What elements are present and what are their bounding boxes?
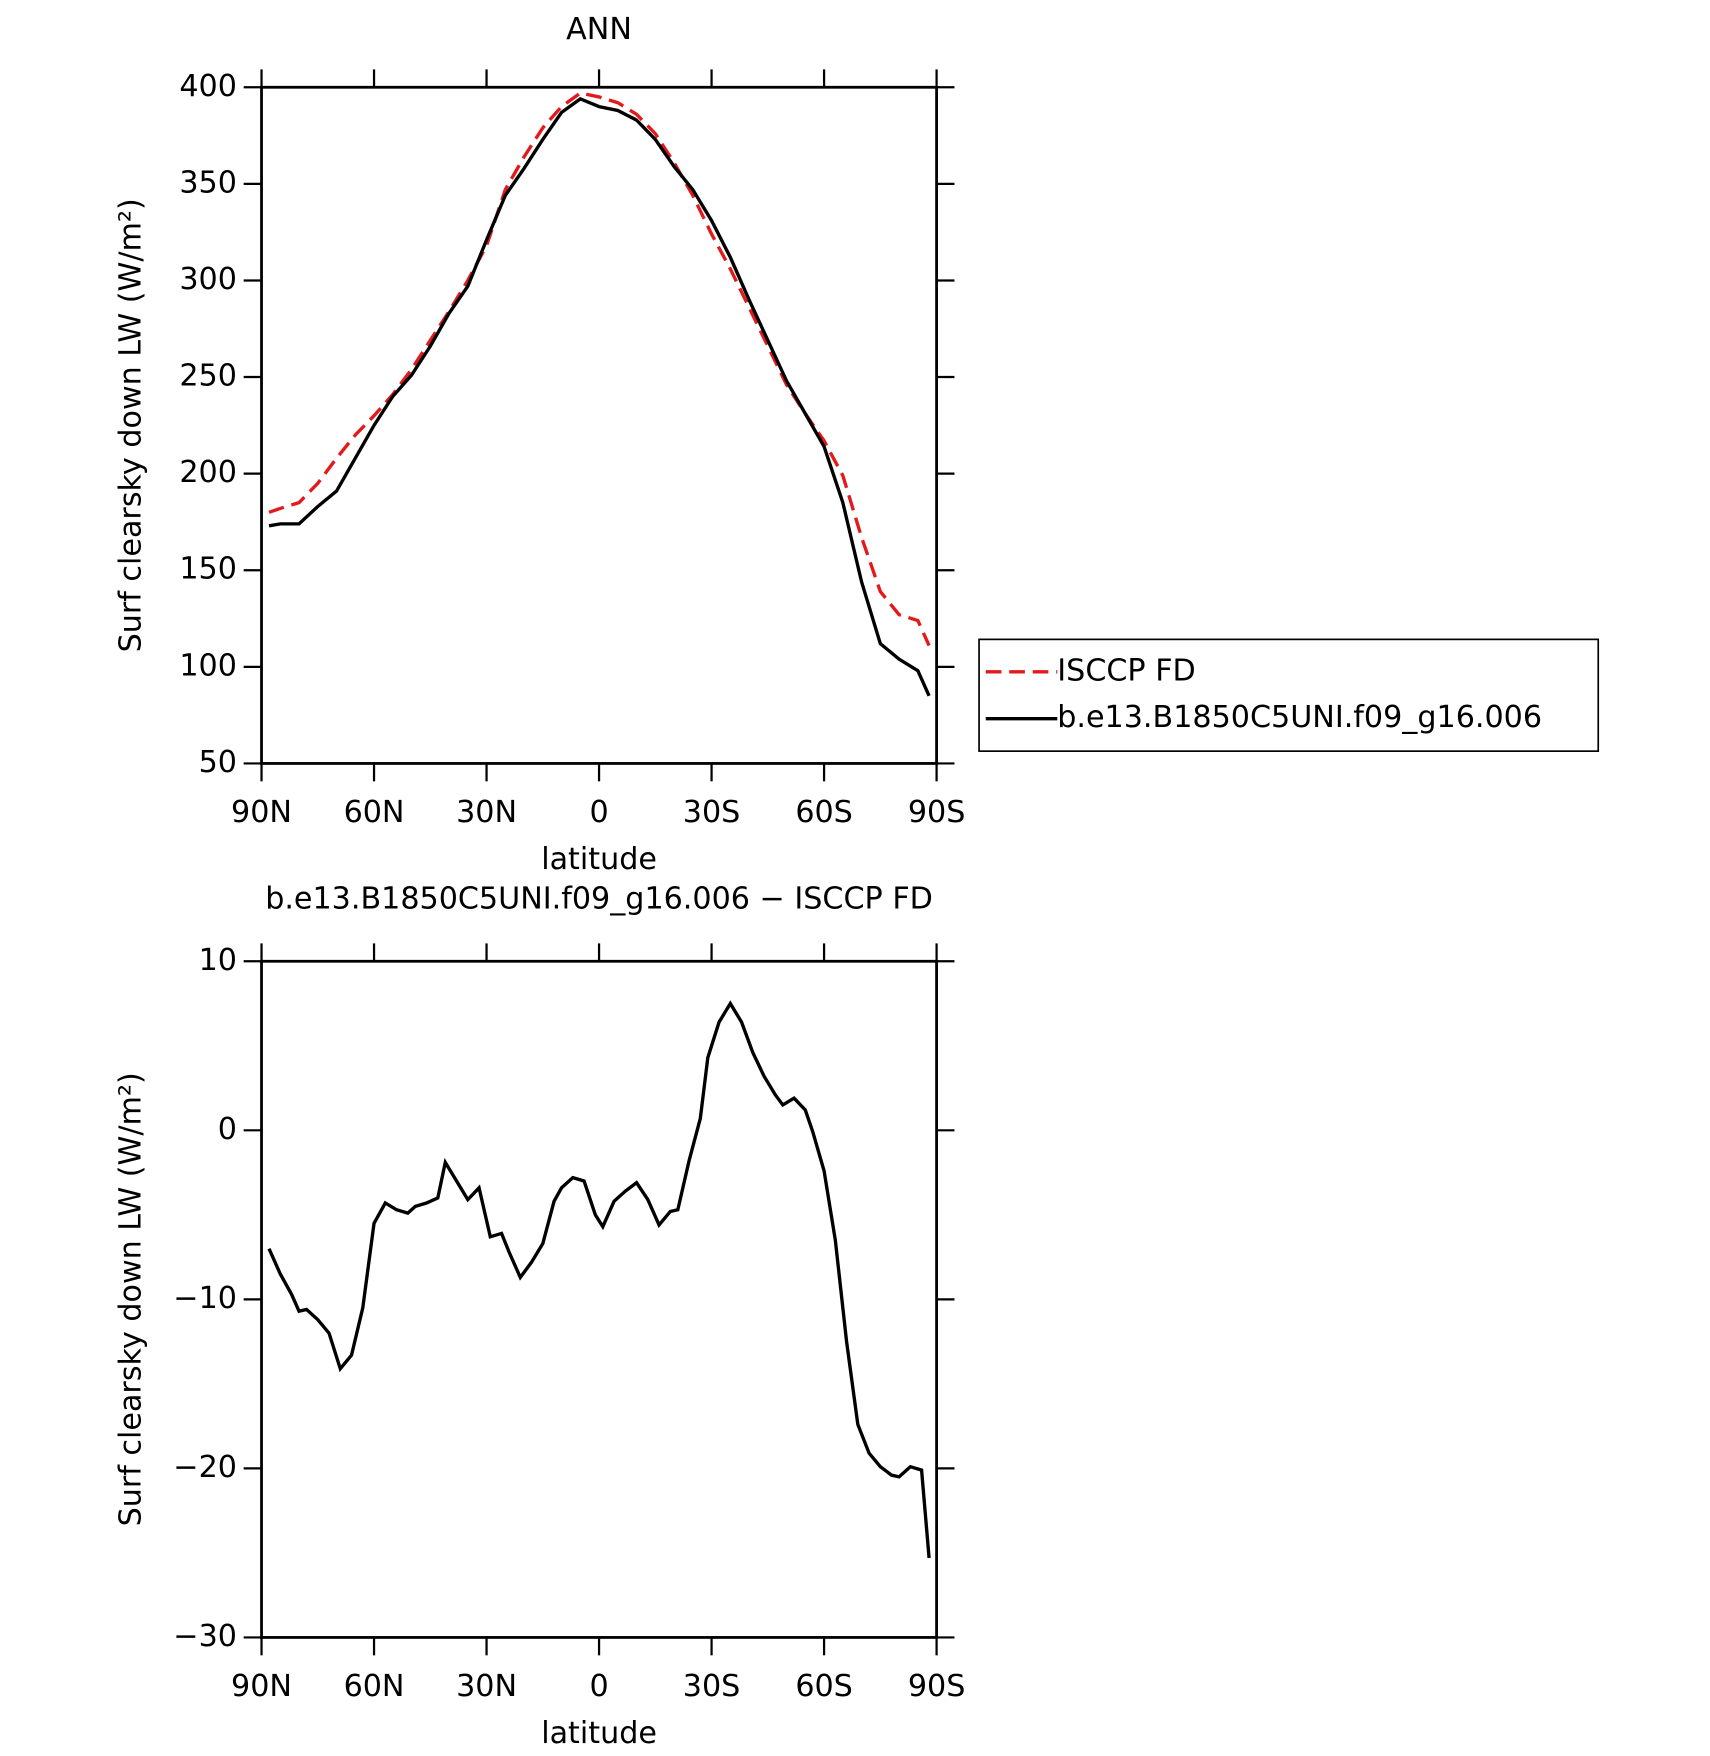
legend-label: ISCCP FD (1057, 653, 1196, 688)
x-tick-label: 0 (589, 795, 608, 830)
x-tick-label: 0 (589, 1669, 608, 1704)
y-tick-label: 100 (179, 648, 237, 683)
x-tick-label: 60S (795, 795, 853, 830)
x-axis-label: latitude (541, 842, 657, 877)
y-tick-label: 300 (179, 262, 237, 297)
y-tick-label: 350 (179, 165, 237, 200)
y-tick-label: −10 (173, 1281, 237, 1316)
y-tick-label: 0 (218, 1112, 237, 1147)
legend-box (978, 638, 1600, 752)
x-tick-label: 90N (231, 1669, 292, 1704)
y-tick-label: −30 (173, 1619, 237, 1654)
chart-title: ANN (566, 12, 632, 47)
x-tick-label: 60N (344, 795, 405, 830)
x-tick-label: 30N (456, 1669, 517, 1704)
x-axis-label: latitude (541, 1716, 657, 1751)
y-axis-label: Surf clearsky down LW (W/m²) (113, 1072, 148, 1526)
y-tick-label: 10 (199, 943, 237, 978)
x-tick-label: 60N (344, 1669, 405, 1704)
series-line (268, 96, 931, 697)
x-tick-label: 60S (795, 1669, 853, 1704)
y-tick-label: 200 (179, 455, 237, 490)
y-tick-label: 250 (179, 359, 237, 394)
chart-title: b.e13.B1850C5UNI.f09_g16.006 − ISCCP FD (265, 881, 933, 916)
y-tick-label: 150 (179, 552, 237, 587)
x-tick-label: 30S (683, 795, 741, 830)
y-axis-label: Surf clearsky down LW (W/m²) (113, 198, 148, 652)
x-tick-label: 90S (908, 1669, 966, 1704)
series-line (267, 1000, 931, 1559)
x-tick-label: 90S (908, 795, 966, 830)
y-tick-label: 50 (199, 745, 237, 780)
series-line (268, 91, 931, 647)
legend-label: b.e13.B1850C5UNI.f09_g16.006 (1057, 700, 1542, 735)
y-tick-label: −20 (173, 1450, 237, 1485)
x-tick-label: 90N (231, 795, 292, 830)
x-tick-label: 30N (456, 795, 517, 830)
y-tick-label: 400 (179, 69, 237, 104)
x-tick-label: 30S (683, 1669, 741, 1704)
